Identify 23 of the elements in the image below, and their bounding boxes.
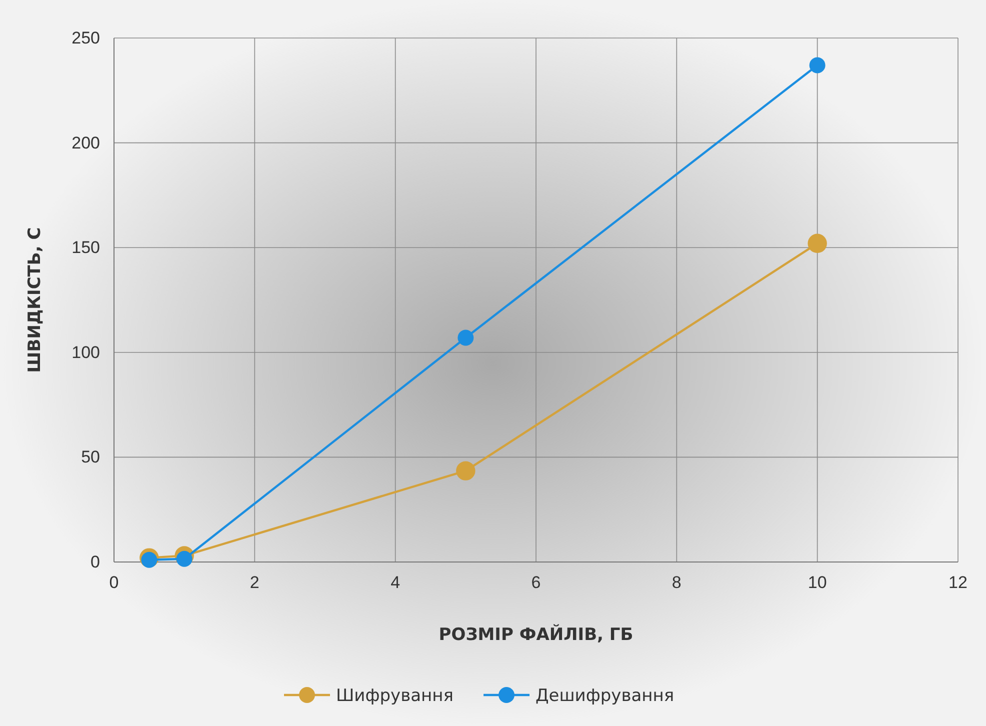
- x-tick-label: 12: [948, 573, 968, 592]
- x-tick-label: 6: [531, 573, 541, 592]
- point: [808, 234, 827, 253]
- point: [456, 461, 476, 480]
- y-tick-label: 50: [81, 448, 100, 467]
- x-tick-label: 4: [390, 573, 400, 592]
- x-tick-label: 2: [250, 573, 260, 592]
- y-tick-label: 100: [72, 342, 100, 362]
- y-axis-title: ШВИДКІСТЬ, С: [25, 227, 45, 373]
- point: [141, 552, 158, 568]
- y-tick-label: 200: [72, 133, 100, 152]
- y-tick-label: 0: [90, 552, 100, 572]
- point: [809, 57, 826, 74]
- x-tick-label: 8: [672, 573, 682, 592]
- y-tick-label: 150: [72, 238, 100, 258]
- point: [458, 330, 474, 346]
- x-tick-label: 0: [109, 573, 119, 592]
- legend-label: Шифрування: [336, 686, 454, 706]
- x-tick-label: 10: [808, 573, 827, 592]
- point: [176, 550, 192, 567]
- legend-label: Дешифрування: [536, 686, 674, 706]
- x-axis-title: РОЗМІР ФАЙЛІВ, ГБ: [438, 624, 634, 645]
- y-tick-label: 250: [72, 28, 100, 48]
